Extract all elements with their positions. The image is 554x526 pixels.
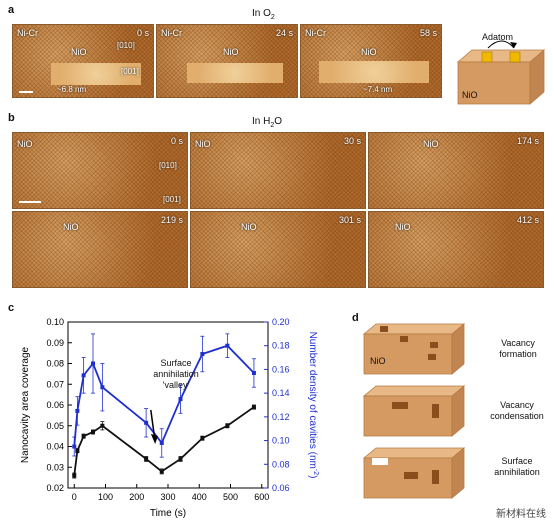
- tem-frame-a1: Ni-Cr NiO 0 s [010] [001] ~6.8 nm: [12, 24, 154, 98]
- tem-frame-a3: Ni-Cr NiO 58 s ~7.4 nm: [300, 24, 442, 98]
- y2-tick-label: 0.06: [272, 483, 290, 493]
- data-point: [72, 473, 77, 478]
- data-point: [72, 444, 77, 449]
- surface-annihilation-box: Surface annihilation: [360, 444, 550, 500]
- y-tick-label: 0.06: [46, 400, 64, 410]
- plot-frame: [67, 321, 269, 489]
- y2-tick-label: 0.14: [272, 388, 290, 398]
- x-tick-label: 300: [160, 492, 175, 502]
- y2-tick-label: 0.18: [272, 341, 290, 351]
- y-tick-label: 0.09: [46, 338, 64, 348]
- panel-c-letter: c: [8, 302, 15, 314]
- data-point: [159, 469, 164, 474]
- data-point: [91, 429, 95, 434]
- tem-frame-b6: NiO 412 s: [368, 211, 544, 288]
- y2-tick-label: 0.08: [272, 459, 290, 469]
- x-tick-label: 600: [254, 492, 269, 502]
- y-axis-label: Nanocavity area coverage: [20, 346, 31, 463]
- y2-axis-label: Number density of cavities (nm-2): [307, 332, 319, 479]
- data-point: [75, 448, 80, 453]
- coverage-chart: 0 100 200 300 400 500 600 0.02 0.03 0.04 0.05 0.06 0…: [20, 317, 319, 519]
- tem-frame-b3: NiO 174 s: [368, 132, 544, 209]
- x-tick-label: 100: [98, 492, 113, 502]
- panel-a-condition: In O2: [252, 8, 275, 21]
- y-tick-label: 0.04: [46, 442, 64, 452]
- x-tick-label: 0: [72, 492, 77, 502]
- data-point: [251, 405, 256, 410]
- data-point: [91, 361, 95, 366]
- tem-frame-b2: NiO 30 s: [190, 132, 366, 209]
- y-tick-label: 0.08: [46, 359, 64, 369]
- data-point: [200, 352, 205, 357]
- data-point: [159, 440, 164, 445]
- panel-d-letter: d: [352, 312, 359, 324]
- valley-annotation: Surface annihilation 'valley': [153, 358, 199, 390]
- y2-tick-label: 0.10: [272, 436, 290, 446]
- x-tick-label: 500: [223, 492, 238, 502]
- valley-arrow-head: [150, 434, 158, 444]
- data-point: [178, 456, 183, 461]
- y2-tick-label: 0.16: [272, 364, 290, 374]
- y-tick-label: 0.10: [46, 317, 64, 327]
- x-axis-label: Time (s): [150, 508, 186, 519]
- scale-bar: [19, 91, 33, 93]
- tem-frame-b1: NiO 0 s [010] [001]: [12, 132, 188, 209]
- y2-tick-label: 0.12: [272, 412, 290, 422]
- watermark: 新材料在线: [496, 509, 546, 520]
- y-tick-label: 0.03: [46, 462, 64, 472]
- vacancy-formation-box: NiO Vacancy formation: [360, 320, 550, 376]
- data-point: [81, 373, 86, 378]
- y-tick-label: 0.05: [46, 421, 64, 431]
- data-point: [100, 423, 105, 428]
- tem-frame-b5: NiO 301 s: [190, 211, 366, 288]
- data-point: [144, 456, 149, 461]
- data-point: [144, 420, 149, 425]
- y-tick-label: 0.02: [46, 483, 64, 493]
- tem-frame-a2: Ni-Cr NiO 24 s: [156, 24, 298, 98]
- tem-frame-b4: NiO 219 s: [12, 211, 188, 288]
- data-point: [225, 343, 230, 348]
- data-point: [100, 385, 105, 390]
- data-point: [225, 423, 230, 428]
- panel-a-letter: a: [8, 4, 15, 16]
- vacancy-condensation-box: Vacancy condensation: [360, 382, 550, 438]
- adatom-schematic: Adatom NiO: [452, 28, 548, 108]
- data-point: [178, 397, 183, 402]
- data-point: [200, 436, 205, 441]
- data-point: [81, 434, 86, 439]
- series-line-0: [73, 406, 255, 476]
- x-tick-label: 200: [129, 492, 144, 502]
- y2-tick-label: 0.20: [272, 317, 290, 327]
- data-point: [75, 408, 80, 413]
- scale-bar: [19, 201, 41, 203]
- y-tick-label: 0.07: [46, 379, 64, 389]
- data-point: [251, 370, 256, 375]
- x-tick-label: 400: [192, 492, 207, 502]
- panel-b-condition: In H2O: [252, 116, 283, 129]
- panel-b-letter: b: [8, 112, 15, 124]
